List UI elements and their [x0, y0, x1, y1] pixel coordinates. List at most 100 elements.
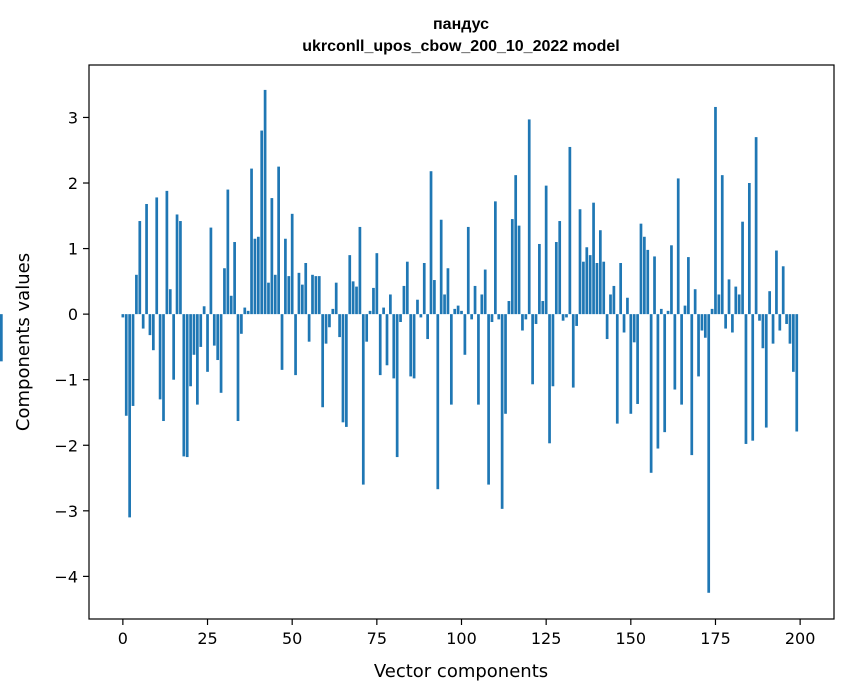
bar	[226, 189, 230, 315]
bar	[656, 314, 660, 449]
bar	[162, 314, 165, 422]
bar	[358, 226, 362, 315]
bar	[778, 314, 782, 331]
bar	[192, 314, 196, 355]
bar	[392, 314, 396, 379]
bar	[541, 301, 545, 315]
bar	[751, 314, 755, 441]
bar	[331, 308, 335, 315]
bar	[206, 314, 209, 372]
bar	[544, 185, 548, 315]
bar	[680, 314, 683, 405]
bar	[707, 314, 711, 593]
bar	[246, 310, 250, 315]
bar	[592, 202, 595, 315]
x-axis-label: Vector components	[374, 661, 548, 682]
bar	[0, 314, 3, 362]
bar	[629, 314, 633, 414]
chart-title: пандус	[433, 16, 489, 33]
bar	[754, 137, 758, 315]
bar	[182, 314, 186, 457]
bar	[307, 314, 311, 342]
bar	[348, 255, 352, 315]
x-tick-label: 75	[367, 629, 387, 648]
bar	[565, 314, 568, 318]
bar	[510, 219, 514, 315]
bar	[568, 146, 572, 315]
x-axis: 0 25 50 75 100 125 150 175 200	[118, 619, 816, 648]
bar	[792, 314, 795, 372]
bar	[697, 314, 700, 377]
bar	[131, 314, 135, 406]
bar	[385, 314, 389, 366]
x-tick-label: 200	[785, 629, 816, 648]
bar	[714, 106, 717, 315]
bar	[646, 249, 650, 315]
bar	[361, 314, 365, 485]
bar	[135, 274, 138, 315]
bar	[233, 242, 236, 315]
bar	[612, 285, 616, 315]
bar	[761, 314, 765, 349]
bar	[758, 314, 761, 321]
bar	[300, 284, 304, 315]
bar	[483, 269, 487, 315]
bar	[243, 307, 247, 315]
bar	[270, 198, 274, 315]
y-tick-label: 0	[68, 305, 78, 324]
bar	[219, 314, 223, 393]
bar	[422, 263, 426, 315]
bar	[460, 310, 463, 315]
bar	[632, 314, 636, 343]
bar	[436, 314, 440, 490]
bar	[297, 272, 301, 315]
bar	[466, 226, 470, 315]
bar	[578, 209, 582, 315]
bar	[426, 314, 429, 340]
bar	[788, 314, 792, 344]
bar	[741, 221, 744, 315]
bar	[480, 294, 484, 315]
bar	[500, 314, 504, 509]
y-tick-label: 1	[68, 240, 78, 259]
bar	[551, 314, 555, 387]
bar	[781, 266, 785, 315]
bar	[527, 119, 531, 315]
bar	[263, 89, 267, 315]
bar	[378, 314, 382, 376]
bar	[449, 314, 453, 405]
bar	[328, 314, 331, 328]
bar	[453, 308, 457, 315]
bar	[416, 299, 419, 315]
bar	[141, 314, 145, 329]
bar	[185, 314, 189, 458]
bar	[304, 263, 308, 315]
bar	[456, 305, 460, 315]
bar	[764, 314, 768, 428]
bar	[673, 314, 677, 390]
bar	[314, 276, 318, 315]
bar	[294, 314, 297, 376]
bar	[155, 197, 159, 315]
bar	[324, 314, 328, 344]
bar	[663, 314, 667, 433]
y-axis: 3 2 1 0 −1 −2 −3 −4	[54, 108, 89, 586]
bar	[731, 314, 734, 333]
bar	[372, 287, 375, 315]
bar	[236, 314, 240, 422]
bar	[351, 281, 355, 315]
x-tick-label: 100	[446, 629, 477, 648]
bar	[785, 314, 788, 324]
bar	[687, 257, 690, 315]
bar	[524, 314, 528, 320]
bar	[189, 314, 192, 387]
bar	[747, 183, 751, 315]
bar	[534, 314, 538, 324]
bar	[717, 294, 721, 315]
bar	[615, 314, 619, 424]
bar	[521, 314, 524, 331]
bar	[280, 314, 284, 370]
chart-subtitle: ukrconll_upos_cbow_200_10_2022 model	[302, 38, 619, 55]
bar	[477, 314, 480, 405]
